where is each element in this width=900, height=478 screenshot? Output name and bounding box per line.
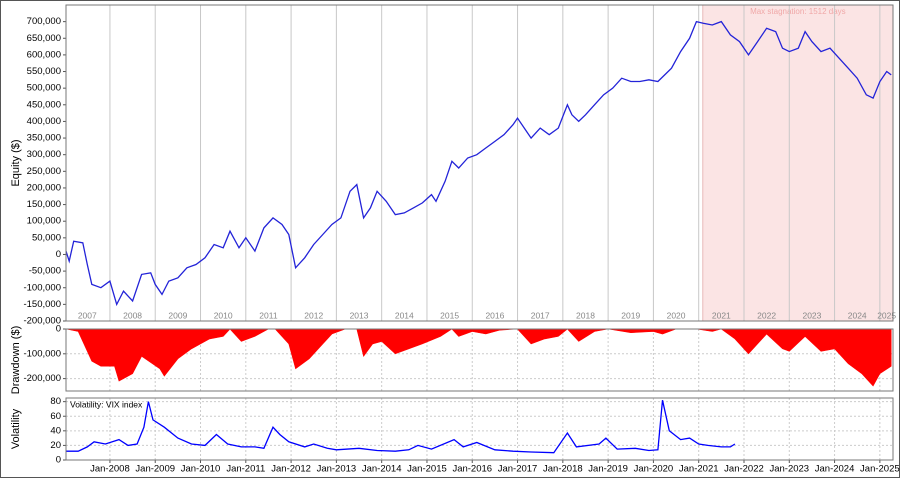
x-tick-label: Jan-2016 xyxy=(452,464,492,475)
y-tick-label: 250,000 xyxy=(27,166,61,177)
y-tick-label: 40 xyxy=(50,425,61,436)
x-tick-label: Jan-2019 xyxy=(588,464,628,475)
x-tick-label: Jan-2021 xyxy=(679,464,719,475)
y-tick-label: 0 xyxy=(56,455,61,466)
x-tick-label: Jan-2013 xyxy=(317,464,357,475)
y-tick-label: 20 xyxy=(50,440,61,451)
x-tick-label: Jan-2015 xyxy=(407,464,447,475)
data-line xyxy=(66,20,892,307)
year-label: 2008 xyxy=(123,310,142,320)
x-tick-label: Jan-2009 xyxy=(135,464,175,475)
plot-border xyxy=(65,397,894,461)
year-label: 2025 xyxy=(877,310,896,320)
y-tick-label: 50,000 xyxy=(32,232,61,243)
plot-area xyxy=(66,398,893,460)
stagnation-label: Max stagnation: 1512 days xyxy=(750,7,846,16)
stagnation-band xyxy=(702,5,893,321)
year-label: 2021 xyxy=(712,310,731,320)
x-tick-label: Jan-2024 xyxy=(815,464,855,475)
year-label: 2010 xyxy=(214,310,233,320)
year-label: 2012 xyxy=(304,310,323,320)
data-area xyxy=(66,329,892,387)
y-tick-label: 200,000 xyxy=(27,182,61,193)
year-label: 2024 xyxy=(848,310,867,320)
year-label: 2011 xyxy=(259,310,278,320)
x-tick-label: Jan-2017 xyxy=(498,464,538,475)
year-label: 2014 xyxy=(395,310,414,320)
x-tick-label: Jan-2011 xyxy=(226,464,265,475)
y-tick-label: -100,000 xyxy=(23,282,61,293)
y-axis-label: Equity ($) xyxy=(10,139,22,186)
y-axis-label: Drawdown ($) xyxy=(10,326,22,394)
year-label: 2017 xyxy=(531,310,550,320)
panel-annotation: Volatility: VIX index xyxy=(70,399,143,409)
y-tick-label: 0 xyxy=(56,324,61,335)
x-tick-label: Jan-2014 xyxy=(362,464,402,475)
y-tick-label: 80 xyxy=(50,396,61,407)
y-tick-label: 700,000 xyxy=(27,16,61,27)
x-tick-label: Jan-2023 xyxy=(769,464,809,475)
y-tick-label: 650,000 xyxy=(27,33,61,44)
y-tick-label: -150,000 xyxy=(23,299,61,310)
y-tick-label: -50,000 xyxy=(29,266,61,277)
year-label: 2015 xyxy=(440,310,459,320)
x-tick-label: Jan-2022 xyxy=(724,464,764,475)
y-tick-label: 550,000 xyxy=(27,66,61,77)
year-label: 2020 xyxy=(667,310,686,320)
y-tick-label: 400,000 xyxy=(27,116,61,127)
x-tick-label: Jan-2010 xyxy=(181,464,221,475)
x-tick-label: Jan-2012 xyxy=(271,464,311,475)
year-label: 2022 xyxy=(757,310,776,320)
year-label: 2013 xyxy=(350,310,369,320)
data-line xyxy=(66,400,736,454)
year-label: 2007 xyxy=(78,310,97,320)
y-tick-label: -200,000 xyxy=(23,373,61,384)
y-tick-label: 600,000 xyxy=(27,49,61,60)
y-tick-label: -100,000 xyxy=(23,348,61,359)
plot-border xyxy=(65,328,894,392)
y-tick-label: 150,000 xyxy=(27,199,61,210)
x-tick-label: Jan-2008 xyxy=(90,464,130,475)
plot-border xyxy=(65,4,894,322)
x-tick-label: Jan-2025 xyxy=(860,464,900,475)
year-label: 2009 xyxy=(168,310,187,320)
y-axis-label: Volatility xyxy=(10,408,22,449)
year-label: 2023 xyxy=(802,310,821,320)
y-tick-label: 100,000 xyxy=(27,216,61,227)
y-tick-label: 300,000 xyxy=(27,149,61,160)
y-tick-label: 350,000 xyxy=(27,133,61,144)
y-tick-label: 500,000 xyxy=(27,83,61,94)
year-label: 2016 xyxy=(485,310,504,320)
year-label: 2019 xyxy=(621,310,640,320)
y-tick-label: -200,000 xyxy=(23,316,61,327)
y-tick-label: 0 xyxy=(56,249,61,260)
x-tick-label: Jan-2018 xyxy=(543,464,583,475)
x-tick-label: Jan-2020 xyxy=(634,464,674,475)
year-label: 2018 xyxy=(576,310,595,320)
y-tick-label: 60 xyxy=(50,411,61,422)
y-tick-label: 450,000 xyxy=(27,99,61,110)
